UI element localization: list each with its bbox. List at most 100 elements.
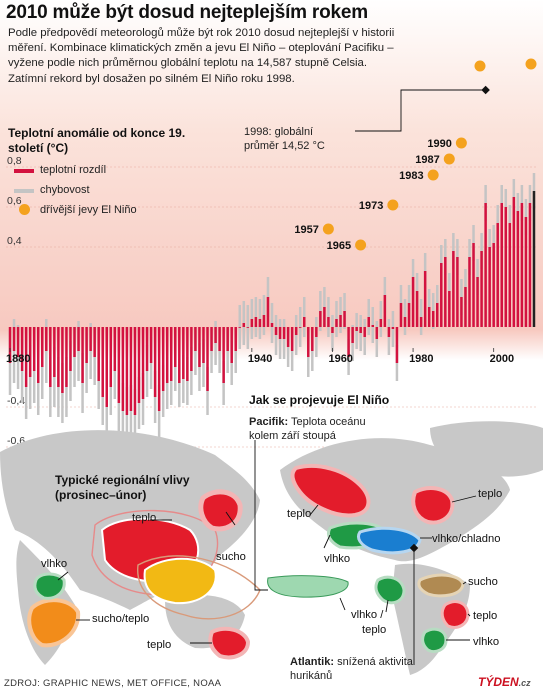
region-sucho-brazil	[417, 573, 465, 598]
region-teplo-australia	[208, 626, 251, 660]
anomaly-bar	[169, 327, 173, 381]
anomaly-bar	[20, 327, 24, 371]
el-nino-dot	[455, 137, 467, 149]
anomaly-bar	[117, 327, 121, 403]
anomaly-bar	[315, 327, 318, 337]
anomaly-bar	[210, 327, 213, 351]
legend-swatch-error	[14, 189, 34, 193]
brand-name: TÝDEN	[478, 675, 519, 689]
anomaly-bar	[319, 311, 322, 327]
el-nino-label: 1957	[294, 224, 318, 236]
pacific-text: Teplota oceánu kolem září stoupá	[249, 416, 366, 442]
pacific-bold: Pacifik:	[249, 416, 289, 428]
label-vlhko-africa: vlhko	[41, 558, 68, 570]
anomaly-bar	[105, 327, 108, 407]
anomaly-bar	[250, 319, 254, 327]
anomaly-bar	[371, 325, 375, 327]
anomaly-bar	[452, 251, 455, 327]
label-teplo-alaska: teplo	[287, 508, 312, 520]
x-tick-label: 1940	[248, 353, 272, 365]
anomaly-bar	[45, 327, 48, 351]
anomaly-bar	[141, 327, 145, 399]
y-tick-label: 0,6	[7, 195, 22, 207]
legend-item-elnino: dřívější jevy El Niño	[19, 204, 137, 216]
legend-swatch-anomaly	[14, 169, 34, 173]
anomaly-bar	[230, 327, 233, 363]
anomaly-bar	[476, 277, 479, 327]
label-vlhko-teplo-1: vlhko /	[351, 609, 384, 621]
el-nino-dot	[387, 199, 399, 211]
label-teplo-canada: teplo	[478, 488, 503, 500]
anomaly-bar	[335, 319, 338, 327]
anomaly-bar	[238, 327, 242, 328]
anomaly-bar	[298, 327, 302, 328]
anomaly-bar	[194, 327, 197, 351]
anomaly-bar	[528, 203, 532, 327]
legend-label-anomaly: teplotní rozdíl	[40, 164, 107, 176]
anomaly-bar	[101, 327, 104, 397]
anomaly-bar	[182, 327, 185, 379]
anomaly-bar	[65, 327, 68, 387]
anomaly-bar	[121, 327, 125, 411]
anomaly-bar	[222, 327, 225, 383]
callout-line-japan	[225, 511, 236, 526]
x-tick-label: 1880	[6, 353, 30, 365]
anomaly-bar	[198, 327, 201, 367]
legend-item-error: chybovost	[14, 184, 90, 196]
anomaly-bar	[339, 315, 342, 327]
anomaly-bar	[431, 311, 435, 327]
y-tick-label: -0,4	[7, 395, 25, 407]
el-nino-label: 1973	[359, 200, 383, 212]
anomaly-bar	[302, 317, 306, 327]
anomaly-bar	[472, 243, 475, 327]
y-axis-title: Teplotní anomálie od konce 19. století (…	[8, 126, 186, 155]
anomaly-bar	[379, 319, 383, 327]
anomaly-bar	[69, 327, 72, 371]
atlantic-note: Atlantik: snížená aktivita hurikánů	[290, 656, 440, 683]
region-teplo-south-america	[440, 600, 470, 629]
map-title: Jak se projevuje El Niño	[249, 393, 390, 407]
anomaly-bar	[415, 291, 419, 327]
anomaly-bar	[347, 327, 350, 357]
anomaly-bar	[307, 327, 310, 357]
region-vlhko-chladno	[357, 526, 422, 555]
anomaly-bar	[423, 271, 427, 327]
anomaly-bar	[49, 327, 52, 387]
callout-line-vlhko-teplo-2	[385, 599, 389, 613]
landmass-greenland	[430, 421, 543, 477]
anomaly-bar	[174, 327, 177, 367]
anomaly-bar	[331, 327, 334, 333]
anomaly-bar	[145, 327, 149, 371]
anomaly-bar	[516, 211, 520, 327]
el-nino-label: 1983	[399, 170, 423, 182]
anomaly-bar	[32, 327, 36, 371]
anomaly-bar	[290, 327, 294, 351]
anomaly-bar	[41, 327, 44, 367]
anomaly-bar	[12, 327, 16, 351]
anomaly-bar	[109, 327, 113, 387]
anomaly-bar	[504, 207, 508, 327]
el-nino-label: 1990	[427, 138, 451, 150]
anomaly-bar	[258, 319, 262, 327]
atlantic-marker	[409, 543, 419, 553]
el-nino-dot	[474, 60, 486, 72]
anomaly-bar	[73, 327, 76, 357]
label-vlhko-usa: vlhko	[324, 553, 351, 565]
axis-ticks: 1880 1940 1960 1980 2000	[6, 348, 514, 365]
anomaly-bar	[113, 327, 117, 371]
label-teplo-asia: teplo	[132, 512, 157, 524]
map-subtitle-line2: (prosinec–únor)	[55, 488, 147, 502]
region-vlhko-south-america	[421, 627, 448, 654]
region-vlhko-africa	[33, 572, 66, 600]
anomaly-bar	[367, 317, 370, 327]
anomaly-bar	[480, 251, 483, 327]
el-nino-dot	[427, 169, 439, 181]
anomaly-bar	[57, 327, 60, 387]
anomaly-bar	[488, 247, 491, 327]
anomaly-bar	[375, 327, 379, 339]
anomaly-bar	[61, 327, 64, 393]
anomaly-bar	[254, 317, 258, 327]
anomaly-bar	[282, 327, 286, 339]
